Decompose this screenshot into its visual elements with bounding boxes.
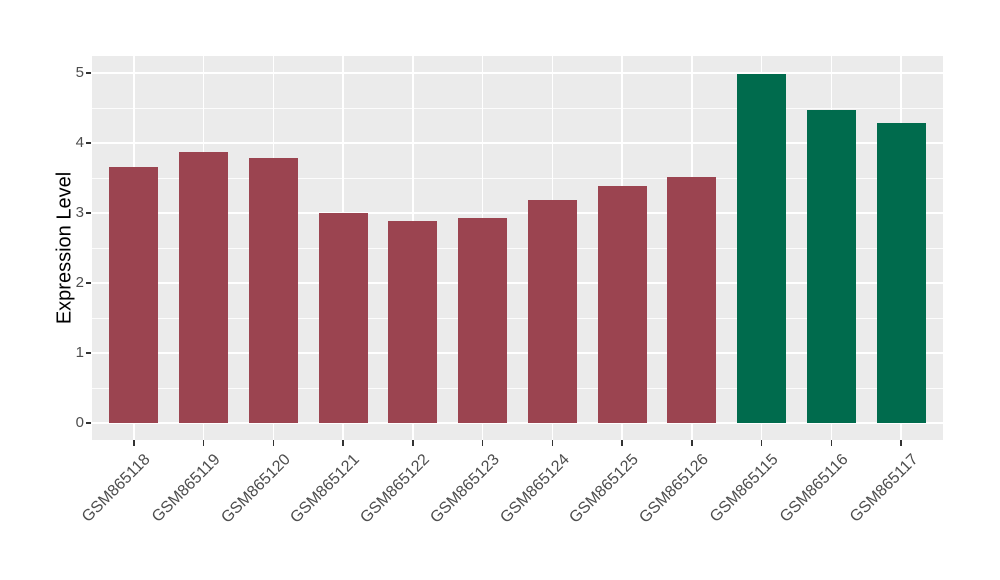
- x-tick-label-GSM865118: GSM865118: [79, 451, 154, 526]
- minor-gridline: [92, 247, 943, 249]
- bar-GSM865116: [806, 110, 856, 423]
- x-tick-label-GSM865115: GSM865115: [706, 451, 782, 526]
- y-tick-mark: [86, 422, 91, 424]
- major-gridline: [92, 142, 943, 144]
- bar-GSM865124: [527, 199, 577, 423]
- x-tick-mark: [272, 440, 275, 446]
- y-tick-label: 2: [75, 274, 84, 291]
- x-tick-label-GSM865125: GSM865125: [566, 451, 643, 527]
- bar-GSM865126: [667, 176, 717, 423]
- minor-gridline: [92, 177, 943, 179]
- major-gridline: [92, 422, 943, 424]
- x-tick-label-GSM865126: GSM865126: [636, 451, 712, 527]
- y-tick-label: 1: [75, 344, 84, 361]
- minor-gridline: [92, 317, 943, 319]
- bar-GSM865122: [388, 220, 438, 423]
- x-tick-mark: [691, 440, 693, 446]
- x-tick-mark: [342, 440, 344, 446]
- x-tick-mark: [621, 440, 623, 446]
- y-tick-label: 0: [75, 414, 84, 431]
- x-tick-mark: [760, 440, 763, 446]
- plot-panel: [92, 56, 943, 440]
- y-tick-label: 3: [75, 204, 84, 221]
- bar-GSM865117: [876, 123, 926, 423]
- bar-GSM865125: [597, 185, 647, 423]
- minor-gridline: [92, 107, 943, 109]
- y-tick-label: 4: [75, 134, 84, 151]
- x-tick-label-GSM865124: GSM865124: [496, 451, 573, 527]
- x-tick-mark: [202, 440, 205, 446]
- bar-GSM865118: [109, 166, 159, 423]
- x-tick-label-GSM865119: GSM865119: [148, 451, 224, 526]
- major-gridline: [92, 212, 943, 214]
- bar-GSM865121: [318, 213, 368, 423]
- x-tick-mark: [133, 440, 135, 446]
- major-gridline: [92, 352, 943, 354]
- major-gridline: [92, 282, 943, 284]
- y-tick-mark: [86, 282, 91, 284]
- bar-GSM865123: [458, 217, 508, 423]
- minor-gridline: [92, 387, 943, 389]
- x-tick-label-GSM865123: GSM865123: [427, 451, 503, 527]
- x-tick-label-GSM865117: GSM865117: [846, 451, 922, 526]
- y-tick-mark: [86, 72, 91, 74]
- y-tick-label: 5: [75, 64, 84, 81]
- x-tick-mark: [481, 440, 484, 446]
- y-axis-title: Expression Level: [53, 171, 76, 325]
- major-gridline: [92, 72, 943, 74]
- x-tick-mark: [830, 440, 833, 446]
- x-tick-label-GSM865120: GSM865120: [217, 451, 294, 527]
- y-tick-mark: [86, 142, 91, 144]
- x-tick-label-GSM865121: GSM865121: [287, 451, 364, 527]
- x-tick-mark: [551, 440, 554, 446]
- y-tick-mark: [86, 352, 91, 354]
- x-tick-label-GSM865122: GSM865122: [357, 451, 433, 527]
- bar-GSM865115: [737, 73, 787, 423]
- bar-GSM865119: [179, 152, 229, 423]
- x-tick-mark: [412, 440, 414, 446]
- y-tick-mark: [86, 212, 91, 214]
- x-tick-label-GSM865116: GSM865116: [776, 451, 852, 526]
- x-tick-mark: [900, 440, 902, 446]
- bar-GSM865120: [248, 157, 298, 423]
